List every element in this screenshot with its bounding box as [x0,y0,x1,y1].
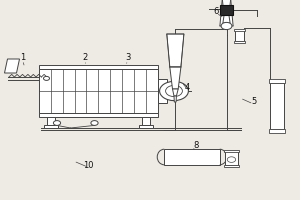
Circle shape [227,157,236,162]
Polygon shape [223,15,230,23]
Text: 3: 3 [125,53,130,62]
Polygon shape [172,89,178,96]
Circle shape [44,76,50,80]
Bar [268,79,285,83]
Bar [224,150,239,152]
Bar [46,117,55,125]
Bar [139,125,153,128]
Polygon shape [220,0,233,26]
Circle shape [160,81,188,101]
Text: 5: 5 [251,98,256,106]
Bar [220,5,233,15]
Circle shape [91,121,98,125]
Polygon shape [174,96,176,102]
Bar [234,29,245,31]
Polygon shape [170,67,181,89]
Circle shape [221,22,232,30]
Text: 6: 6 [213,6,219,16]
Circle shape [166,85,182,97]
Bar [224,165,239,167]
Text: 1: 1 [20,53,25,62]
Bar [235,30,244,41]
Bar [39,113,158,117]
Bar [39,69,158,113]
Bar [225,151,238,165]
Polygon shape [167,34,184,67]
Text: 10: 10 [83,160,94,170]
Bar [234,41,245,43]
Polygon shape [222,0,231,15]
Circle shape [53,121,61,125]
Bar [44,125,58,128]
Text: 4: 4 [185,83,190,92]
Bar [142,117,150,125]
Bar [158,79,166,103]
Bar [164,149,220,165]
Polygon shape [4,59,20,73]
Text: 8: 8 [194,140,199,149]
Bar [39,65,158,69]
Bar [270,83,284,129]
Text: 2: 2 [83,53,88,62]
Bar [268,129,285,133]
